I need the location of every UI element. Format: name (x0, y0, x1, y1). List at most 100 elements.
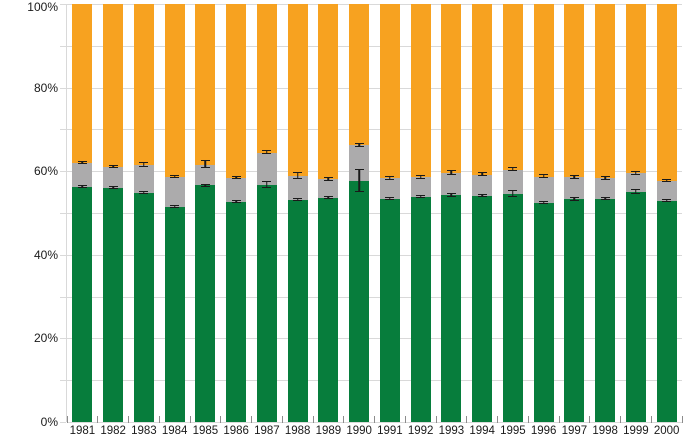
error-bar-grey-top (139, 162, 149, 168)
bar-segment-grey (226, 178, 247, 203)
bar-segment-orange (226, 4, 247, 179)
error-bar-grey-top (631, 170, 641, 175)
error-bar-green-top (231, 200, 241, 204)
y-axis-tick (60, 254, 66, 256)
bar-segment-green (226, 202, 247, 422)
plot-area (66, 4, 682, 423)
bar-group-1992 (410, 4, 431, 422)
y-axis-tick (60, 87, 66, 89)
bar-segment-green (472, 195, 493, 422)
bar-segment-grey (103, 167, 124, 188)
bar-segment-green (379, 198, 400, 422)
bar-group-2000 (656, 4, 677, 422)
x-axis-tick (66, 416, 68, 423)
error-bar-green-top (600, 197, 610, 201)
bar-group-1988 (287, 4, 308, 422)
y-axis-tick (60, 45, 66, 47)
x-axis-label-1995: 1995 (500, 425, 526, 437)
x-axis-label-1996: 1996 (530, 425, 557, 437)
error-bar-green-top (477, 193, 487, 197)
x-axis-label-1987: 1987 (254, 425, 280, 437)
bar-segment-grey (195, 164, 216, 186)
bar-segment-green (72, 186, 93, 422)
bar-group-1987 (256, 4, 277, 422)
error-bar-green-top (200, 184, 210, 188)
x-axis-label-1993: 1993 (438, 425, 465, 437)
bar-segment-orange (410, 4, 431, 178)
error-bar-green-top (446, 193, 456, 197)
bar-group-1981 (72, 4, 93, 422)
bar-segment-green (656, 200, 677, 422)
error-bar-grey-top (323, 176, 333, 181)
bar-segment-green (349, 180, 370, 422)
x-axis-label-1989: 1989 (315, 425, 342, 437)
error-bar-green-top (354, 169, 364, 192)
error-bar-green-top (170, 205, 180, 209)
gridline-100pct (67, 4, 682, 5)
bar-segment-green (195, 185, 216, 422)
error-bar-grey-top (170, 174, 180, 179)
x-axis-tick (374, 416, 375, 423)
error-bar-grey-top (293, 172, 303, 180)
bar-segment-grey (133, 165, 154, 193)
x-axis-tick (466, 416, 468, 423)
bar-segment-green (502, 194, 523, 422)
bar-group-1999 (625, 4, 646, 422)
bar-group-1991 (379, 4, 400, 422)
bar-segment-orange (164, 4, 185, 178)
bar-segment-orange (103, 4, 124, 168)
bar-group-1984 (164, 4, 185, 422)
y-axis-tick (60, 380, 66, 382)
x-axis-label-1985: 1985 (192, 425, 219, 437)
gridline-30pct (67, 296, 682, 298)
x-axis-tick (189, 416, 191, 423)
bar-group-1994 (472, 4, 493, 422)
bar-group-1998 (595, 4, 616, 422)
bar-group-1997 (564, 4, 585, 422)
bar-segment-green (441, 195, 462, 422)
y-axis-tick (60, 4, 66, 5)
bar-segment-green (256, 185, 277, 422)
bar-group-1985 (195, 4, 216, 422)
bar-segment-green (533, 202, 554, 422)
error-bar-grey-top (600, 175, 610, 180)
bar-segment-orange (656, 4, 677, 181)
bar-segment-orange (379, 4, 400, 179)
error-bar-green-top (508, 190, 518, 198)
bar-segment-orange (72, 4, 93, 163)
x-axis-tick (251, 416, 252, 423)
bar-segment-green (564, 199, 585, 422)
x-axis-tick (343, 416, 345, 423)
x-axis-tick (97, 416, 99, 423)
y-axis-tick (60, 129, 66, 131)
gridline-70pct (67, 129, 682, 131)
x-axis-tick (497, 416, 498, 423)
error-bar-grey-top (416, 174, 426, 180)
y-axis-label: 0% (40, 415, 58, 429)
gridline-60pct (67, 171, 682, 173)
x-axis-tick (650, 416, 652, 423)
bar-segment-grey (533, 176, 554, 203)
bar-segment-green (318, 197, 339, 422)
x-axis-label-1984: 1984 (161, 425, 188, 437)
bar-group-1990 (349, 4, 370, 422)
bar-group-1986 (226, 4, 247, 422)
bar-segment-green (103, 187, 124, 422)
x-axis-label-1991: 1991 (377, 425, 403, 437)
x-axis-label-1983: 1983 (131, 425, 157, 437)
bar-segment-grey (410, 177, 431, 197)
x-axis-tick (435, 416, 437, 423)
y-axis-label: 60% (33, 164, 58, 179)
bar-segment-grey (441, 172, 462, 196)
error-bar-grey-top (508, 167, 518, 172)
bar-segment-grey (625, 173, 646, 192)
bar-segment-grey (656, 180, 677, 201)
bar-segment-grey (502, 169, 523, 195)
x-axis-tick (158, 416, 160, 423)
x-axis-label-1994: 1994 (469, 425, 495, 437)
error-bar-grey-top (539, 174, 549, 179)
bar-segment-orange (595, 4, 616, 179)
bar-segment-green (410, 196, 431, 422)
x-axis-label-1992: 1992 (407, 425, 434, 437)
